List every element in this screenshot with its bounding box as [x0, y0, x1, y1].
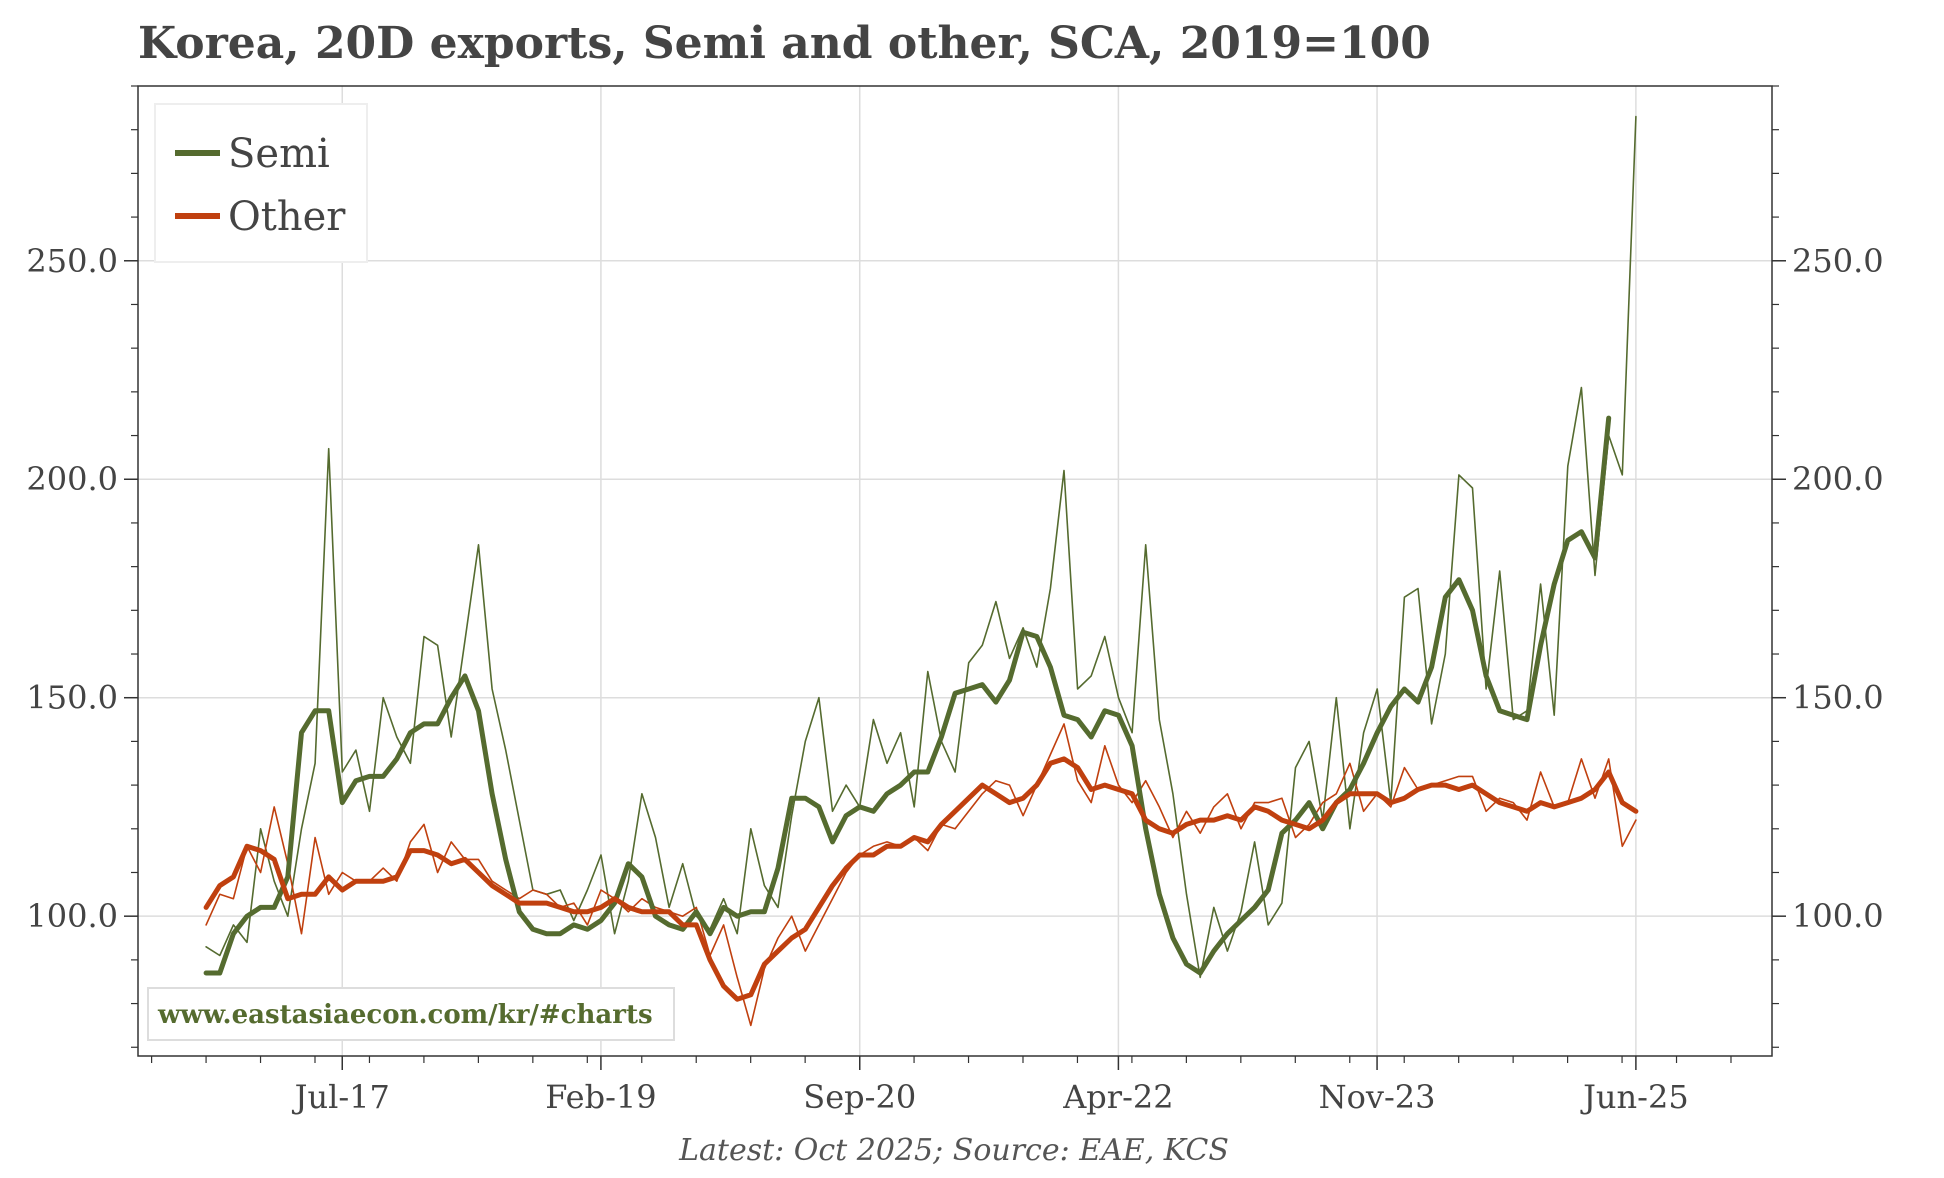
y-tick-label-right: 100.0	[1792, 897, 1884, 935]
x-tick-label: Apr-22	[1062, 1078, 1173, 1116]
legend: Semi Other	[154, 103, 368, 263]
source-note: Latest: Oct 2025; Source: EAE, KCS	[678, 1133, 1229, 1168]
chart-title: Korea, 20D exports, Semi and other, SCA,…	[138, 18, 1431, 69]
y-tick-label-left: 250.0	[26, 242, 118, 280]
x-tick-label: Feb-19	[545, 1078, 656, 1116]
watermark-frame	[147, 987, 675, 1041]
x-tick-label: Nov-23	[1319, 1078, 1436, 1116]
watermark-box[interactable]: www.eastasiaecon.com/kr/#charts	[147, 987, 675, 1041]
legend-box	[154, 103, 368, 263]
x-tick-label: Sep-20	[803, 1078, 916, 1116]
y-tick-label-left: 150.0	[26, 679, 118, 717]
y-tick-label-left: 100.0	[26, 897, 118, 935]
series-line-other-smoothed	[203, 756, 1639, 1002]
series-line-other-raw	[205, 723, 1637, 1027]
legend-label-other: Other	[228, 194, 346, 240]
axes: 100.0 100.0 150.0 150.0 200.0 200.0 250.0 250.0…	[26, 85, 1884, 1116]
series-lines	[203, 115, 1639, 1027]
series-line-semi-smoothed	[203, 415, 1612, 976]
gridlines	[138, 86, 1772, 1056]
x-tick-label: Jul-17	[292, 1078, 390, 1116]
y-tick-label-right: 200.0	[1792, 460, 1884, 498]
plot-frame	[137, 85, 1773, 1057]
legend-label-semi: Semi	[228, 131, 330, 177]
y-tick-label-right: 250.0	[1792, 242, 1884, 280]
x-tick-label: Jun-25	[1580, 1078, 1689, 1116]
y-tick-label-left: 200.0	[26, 460, 118, 498]
y-tick-label-right: 150.0	[1792, 679, 1884, 717]
watermark-link[interactable]: www.eastasiaecon.com/kr/#charts	[157, 1000, 653, 1030]
